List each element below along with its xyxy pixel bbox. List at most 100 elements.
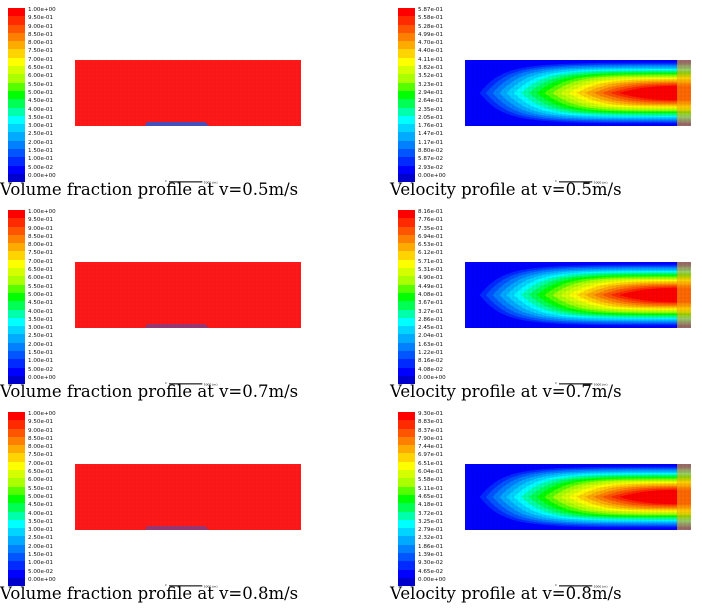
legend-label: 6.94e-01	[418, 233, 444, 240]
legend-swatch	[398, 461, 415, 471]
mesh-grid	[465, 464, 691, 530]
legend-swatch	[398, 32, 415, 42]
figure-caption: Volume fraction profile at v=0.8m/s	[0, 584, 299, 603]
legend-swatch	[8, 519, 25, 529]
scale-bar-label: 5000 (m)	[594, 584, 608, 588]
legend-label: 3.50e-01	[28, 518, 54, 525]
legend-label: 8.80e-02	[418, 148, 444, 155]
figure-caption: Volume fraction profile at v=0.7m/s	[0, 382, 299, 401]
legend-swatch	[398, 577, 415, 587]
scale-bar-zero: 0	[555, 180, 557, 183]
legend-label: 4.49e-01	[418, 283, 444, 290]
legend-swatch	[8, 16, 25, 25]
legend-swatch	[398, 486, 415, 495]
legend-label: 6.12e-01	[418, 250, 444, 257]
legend-label: 4.50e-01	[28, 502, 54, 509]
legend-swatch	[398, 519, 415, 529]
legend-label: 5.58e-01	[418, 477, 444, 484]
legend-swatch	[8, 553, 25, 562]
legend-labels: 1.00e+00 9.50e-01 9.00e-01 8.50e-01 8.00e-01…	[28, 208, 56, 382]
legend-swatch	[8, 511, 25, 520]
legend-label: 4.00e-01	[28, 106, 54, 113]
legend-label: 6.04e-01	[418, 469, 444, 476]
legend-swatch	[8, 74, 25, 83]
legend-label: 5.00e-02	[28, 568, 54, 575]
volume-fraction-contour	[75, 60, 301, 126]
legend-label: 4.08e-02	[418, 366, 444, 373]
legend-label: 1.00e-01	[28, 156, 54, 163]
legend-label: 7.76e-01	[418, 217, 444, 224]
mesh-grid	[465, 60, 691, 126]
volume-fraction-contour	[75, 262, 301, 328]
legend-swatch	[8, 210, 25, 219]
legend-swatch	[8, 351, 25, 360]
scale-bar-label: 5000 (m)	[204, 180, 218, 184]
figure-caption: Volume fraction profile at v=0.5m/s	[0, 180, 299, 199]
legend-swatch	[8, 8, 25, 17]
legend-swatch	[8, 149, 25, 158]
legend-swatch	[8, 165, 25, 174]
legend-swatch	[8, 251, 25, 260]
legend-label: 0.00e+00	[28, 576, 56, 583]
legend-swatch	[8, 301, 25, 310]
legend-swatch	[398, 528, 415, 537]
legend-label: 6.53e-01	[418, 242, 444, 249]
legend-labels: 9.30e-01 8.83e-01 8.37e-01 7.90e-01 7.44e-01…	[418, 410, 446, 584]
legend-label: 8.50e-01	[28, 435, 54, 442]
legend-label: 3.25e-01	[418, 518, 444, 525]
scale-bar-zero: 0	[165, 584, 167, 587]
volume-fraction-panel-v05: 1.00e+00 9.50e-01 9.00e-01 8.50e-01 8.00e-01…	[0, 0, 340, 200]
legend-swatch	[8, 503, 25, 512]
legend-label: 0.00e+00	[28, 374, 56, 381]
legend-label: 4.11e-01	[418, 56, 444, 63]
legend-swatch	[398, 90, 415, 100]
legend-swatch	[8, 243, 25, 252]
legend-label: 4.50e-01	[28, 300, 54, 307]
legend-swatch	[8, 326, 25, 335]
legend-swatch	[8, 226, 25, 235]
legend-swatch	[398, 342, 415, 352]
legend-colorbar	[8, 8, 25, 183]
legend-swatch	[8, 124, 25, 133]
legend-label: 2.32e-01	[418, 535, 444, 542]
legend-swatch	[8, 334, 25, 343]
legend-swatch	[398, 132, 415, 141]
legend-swatch	[398, 251, 415, 260]
legend-swatch	[8, 342, 25, 352]
legend-label: 1.00e-01	[28, 358, 54, 365]
legend-swatch	[8, 218, 25, 227]
mesh-grid	[75, 60, 301, 126]
legend-label: 2.50e-01	[28, 535, 54, 542]
legend-label: 1.00e+00	[28, 209, 56, 215]
legend-swatch	[398, 234, 415, 244]
legend-swatch	[398, 57, 415, 67]
mesh-grid	[465, 262, 691, 328]
scale-bar-label: 5000 (m)	[594, 180, 608, 184]
legend-label: 5.50e-01	[28, 485, 54, 492]
legend-label: 3.52e-01	[418, 73, 444, 80]
legend-swatch	[398, 49, 415, 58]
legend-swatch	[8, 140, 25, 150]
legend-label: 4.65e-02	[418, 568, 444, 575]
legend-swatch	[8, 173, 25, 183]
legend-swatch	[398, 367, 415, 376]
scale-bar-label: 5000 (m)	[204, 382, 218, 386]
bottom-interface	[145, 526, 209, 530]
legend-label: 8.00e-01	[28, 242, 54, 249]
legend-label: 5.00e-02	[28, 366, 54, 373]
legend-label: 6.50e-01	[28, 469, 54, 476]
legend-swatch	[398, 284, 415, 293]
figure-caption: Velocity profile at v=0.7m/s	[390, 382, 622, 401]
scale-bar-zero: 0	[555, 584, 557, 587]
legend-label: 2.35e-01	[418, 106, 444, 113]
legend-swatch	[398, 82, 415, 91]
legend-swatch	[8, 494, 25, 504]
bottom-interface	[145, 122, 209, 126]
legend-label: 9.00e-01	[28, 427, 54, 434]
legend-label: 2.05e-01	[418, 114, 444, 121]
legend-swatch	[8, 528, 25, 537]
legend-swatch	[8, 107, 25, 116]
legend-labels: 1.00e+00 9.50e-01 9.00e-01 8.50e-01 8.00e-01…	[28, 6, 56, 180]
velocity-contour	[465, 262, 691, 328]
legend-label: 4.50e-01	[28, 98, 54, 105]
